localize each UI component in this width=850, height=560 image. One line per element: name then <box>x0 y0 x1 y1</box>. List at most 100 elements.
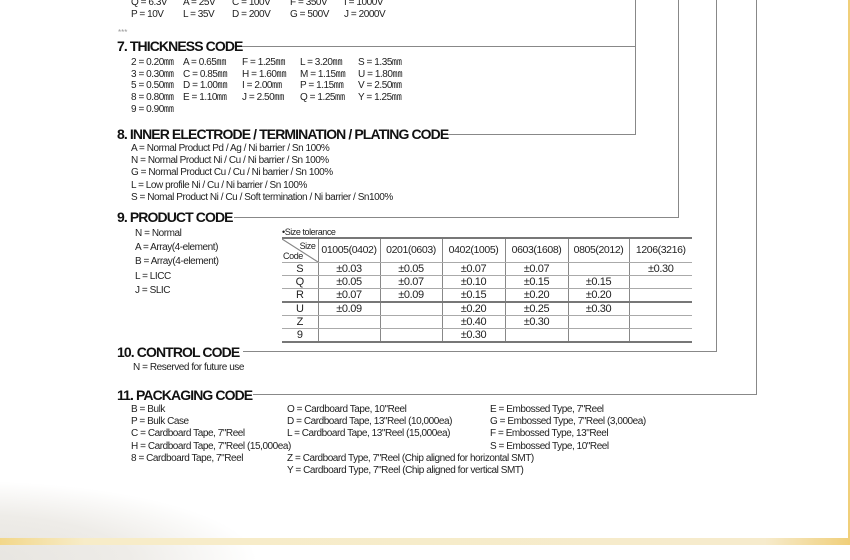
tolerance-cell: ±0.15 <box>504 275 568 289</box>
packaging-item: E = Embossed Type, 7"Reel <box>490 404 604 415</box>
tolerance-cell: ±0.10 <box>441 275 505 289</box>
control-item: N = Reserved for future use <box>133 362 244 373</box>
voltage-item: D = 200V <box>232 9 271 20</box>
tolerance-cell: ±0.40 <box>441 315 505 329</box>
tolerance-cell <box>628 301 692 316</box>
packaging-item: Y = Cardboard Type, 7"Reel (Chip aligned… <box>287 465 524 477</box>
code-cell: Q <box>282 275 318 289</box>
size-label: Size <box>299 241 316 251</box>
tolerance-cell <box>628 328 692 343</box>
tolerance-cell <box>379 315 442 329</box>
inner-electrode-item: S = Nomal Product Ni / Cu / Soft termina… <box>131 191 393 203</box>
tolerance-cell: ±0.15 <box>441 288 505 302</box>
voltage-item: F = 350V <box>290 0 328 8</box>
packaging-item: H = Cardboard Tape, 7"Reel (15,000ea) <box>131 440 291 452</box>
tolerance-cell: ±0.20 <box>504 288 568 302</box>
code-cell: U <box>282 301 318 316</box>
packaging-item: Z = Cardboard Type, 7"Reel (Chip aligned… <box>287 453 534 464</box>
product-item: B = Array(4-element) <box>135 256 219 268</box>
tolerance-cell <box>628 288 692 302</box>
thickness-item: C = 0.85㎜ <box>183 68 228 80</box>
inner-electrode-item: G = Normal Product Cu / Cu / Ni barrier … <box>131 167 333 179</box>
tolerance-cell: ±0.09 <box>317 301 380 316</box>
tolerance-cell <box>567 315 629 329</box>
code-cell: Z <box>282 315 318 329</box>
tolerance-cell: ±0.07 <box>441 262 505 276</box>
background-swoosh <box>0 480 260 560</box>
rule-7 <box>240 46 636 47</box>
code-label: Code <box>283 250 303 261</box>
packaging-item: P = Bulk Case <box>131 416 189 428</box>
tolerance-cell <box>628 315 692 329</box>
thickness-item: M = 1.15㎜ <box>300 68 346 80</box>
product-item: N = Normal <box>135 228 182 239</box>
voltage-item: P = 10V <box>131 9 164 20</box>
packaging-item: F = Embossed Type, 13"Reel <box>490 428 609 440</box>
connector-7 <box>635 0 636 135</box>
thickness-item: H = 1.60㎜ <box>242 68 287 80</box>
connector-8 <box>678 0 679 218</box>
thickness-item: 2 = 0.20㎜ <box>131 57 174 68</box>
tolerance-cell: ±0.20 <box>567 288 629 302</box>
tolerance-cell <box>379 328 442 343</box>
inner-electrode-item: L = Low profile Ni / Cu / Ni barrier / S… <box>131 179 307 191</box>
product-item: A = Array(4-element) <box>135 242 218 254</box>
packaging-item: C = Cardboard Tape, 7"Reel <box>131 428 245 440</box>
thickness-item: 5 = 0.50㎜ <box>131 80 174 92</box>
section-title-thickness: 7. THICKNESS CODE <box>117 38 243 54</box>
packaging-item: 8 = Cardboard Tape, 7"Reel <box>131 452 244 464</box>
tolerance-cell: ±0.25 <box>504 301 568 316</box>
size-column-header: 0805(2012) <box>567 238 629 263</box>
tolerance-cell: ±0.07 <box>379 275 442 289</box>
tolerance-cell: ±0.09 <box>379 288 442 302</box>
packaging-item: B = Bulk <box>131 404 165 415</box>
voltage-item: G = 500V <box>290 9 329 20</box>
section-title-product: 9. PRODUCT CODE <box>117 209 234 225</box>
thickness-item: S = 1.35㎜ <box>358 57 402 68</box>
thickness-item: 9 = 0.90㎜ <box>131 103 174 115</box>
voltage-item: L = 35V <box>183 9 215 20</box>
header-corner: Size Code <box>282 238 318 263</box>
size-column-header: 01005(0402) <box>317 238 380 263</box>
size-column-header: 0603(1608) <box>504 238 568 263</box>
thickness-item: A = 0.65㎜ <box>183 57 226 68</box>
size-column-header: 1206(3216) <box>628 238 692 263</box>
stars-mark: *** <box>118 28 128 37</box>
section-title-inner-electrode: 8. INNER ELECTRODE / TERMINATION / PLATI… <box>117 126 449 142</box>
tolerance-cell: ±0.15 <box>567 275 629 289</box>
product-item: L = LICC <box>135 270 171 282</box>
thickness-item: Y = 1.25㎜ <box>358 92 402 104</box>
code-cell: R <box>282 288 318 302</box>
table-row: 9 ±0.30 <box>282 328 692 343</box>
thickness-item: D = 1.00㎜ <box>183 80 228 92</box>
tolerance-cell: ±0.03 <box>317 262 380 276</box>
thickness-item: E = 1.10㎜ <box>183 92 227 104</box>
inner-electrode-item: N = Normal Product Ni / Cu / Ni barrier … <box>131 155 329 167</box>
table-row: S ±0.03 ±0.05 ±0.07 ±0.07 ±0.30 <box>282 262 692 276</box>
connector-9 <box>716 0 717 352</box>
tolerance-cell <box>567 328 629 343</box>
thickness-item: J = 2.50㎜ <box>242 92 284 104</box>
thickness-item: 8 = 0.80㎜ <box>131 92 174 104</box>
size-column-header: 0402(1005) <box>441 238 505 263</box>
tolerance-cell: ±0.07 <box>317 288 380 302</box>
table-row: Q ±0.05 ±0.07 ±0.10 ±0.15 ±0.15 <box>282 275 692 289</box>
voltage-item: I = 1000V <box>344 0 384 8</box>
thickness-item: I = 2.00㎜ <box>242 80 282 92</box>
bottom-decor-band <box>0 538 850 545</box>
thickness-item: P = 1.15㎜ <box>300 80 344 92</box>
voltage-item: C = 100V <box>232 0 271 8</box>
thickness-item: V = 2.50㎜ <box>358 80 402 92</box>
tolerance-cell: ±0.20 <box>441 301 505 316</box>
voltage-item: Q = 6.3V <box>131 0 168 8</box>
packaging-item: S = Embossed Type, 10"Reel <box>490 440 609 452</box>
section-title-packaging: 11. PACKAGING CODE <box>117 387 253 403</box>
table-row: U ±0.09 ±0.20 ±0.25 ±0.30 <box>282 301 692 316</box>
packaging-item: D = Cardboard Tape, 13"Reel (10,000ea) <box>287 416 452 428</box>
packaging-item: G = Embossed Type, 7"Reel (3,000ea) <box>490 416 646 428</box>
tolerance-cell <box>628 275 692 289</box>
thickness-item: F = 1.25㎜ <box>242 57 285 68</box>
tolerance-cell <box>504 328 568 343</box>
tolerance-cell: ±0.07 <box>504 262 568 276</box>
section-title-control: 10. CONTROL CODE <box>117 344 240 360</box>
